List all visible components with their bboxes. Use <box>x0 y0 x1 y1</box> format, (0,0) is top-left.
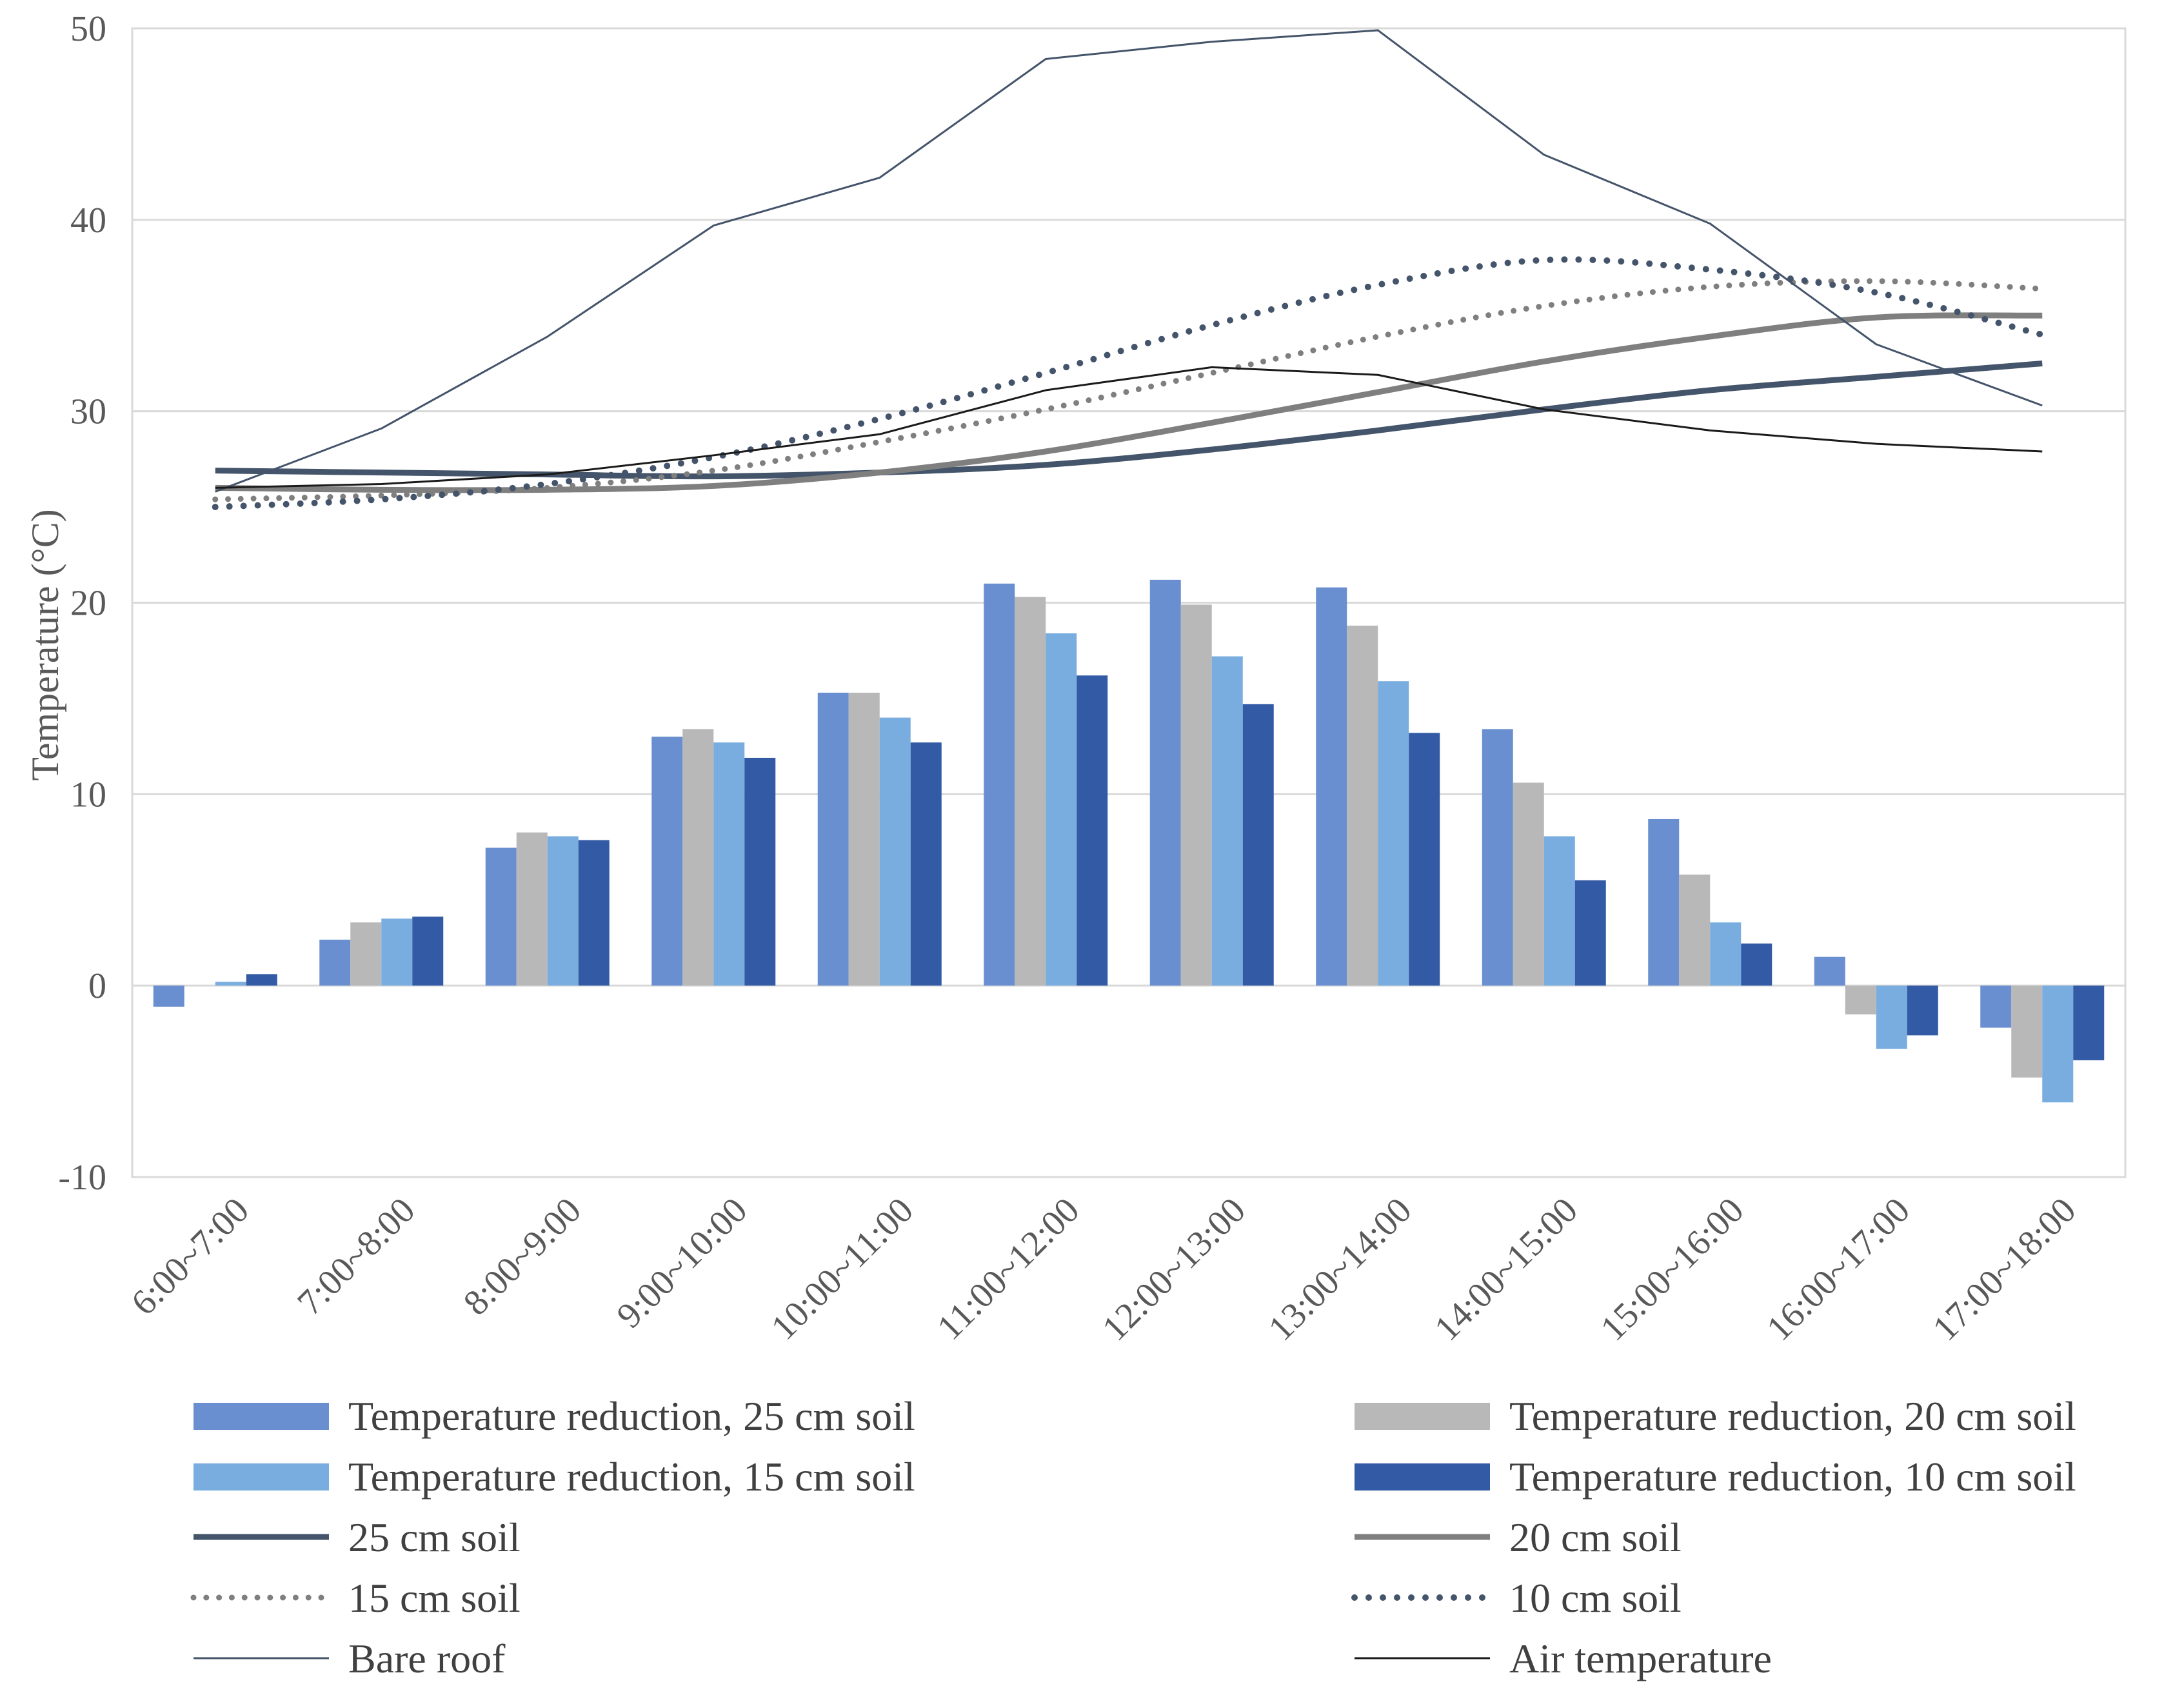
bar-temperature-reduction-15-cm-soil <box>1211 656 1243 986</box>
bar-temperature-reduction-10-cm-soil <box>1242 704 1274 986</box>
y-tick-label: 0 <box>88 966 106 1006</box>
bar-temperature-reduction-20-cm-soil <box>1347 626 1378 986</box>
bar-temperature-reduction-15-cm-soil <box>1046 633 1077 986</box>
legend-swatch-temperature-reduction-20-cm-soil <box>1355 1403 1490 1430</box>
y-axis-ticks: -10 0 10 20 30 40 50 <box>58 9 106 1198</box>
legend-label-air-temperature: Air temperature <box>1509 1636 1772 1681</box>
bar-temperature-reduction-20-cm-soil <box>848 693 880 986</box>
line-25-cm-soil <box>215 360 2043 480</box>
bar-temperature-reduction-25-cm-soil <box>319 939 351 986</box>
bar-temperature-reduction-10-cm-soil <box>246 974 277 986</box>
legend-label-20-cm-soil: 20 cm soil <box>1509 1514 1682 1560</box>
y-tick-label: 10 <box>70 775 106 815</box>
bar-temperature-reduction-25-cm-soil <box>1980 986 2012 1028</box>
bar-temperature-reduction-25-cm-soil <box>1316 587 1347 986</box>
bar-temperature-reduction-20-cm-soil <box>350 922 382 986</box>
bar-temperature-reduction-20-cm-soil <box>1180 604 1212 986</box>
bar-temperature-reduction-15-cm-soil <box>1876 986 1907 1049</box>
bar-temperature-reduction-10-cm-soil <box>1907 986 1938 1036</box>
legend-label-bare-roof: Bare roof <box>348 1636 506 1681</box>
line-air-temperature <box>215 366 2043 489</box>
bar-temperature-reduction-15-cm-soil <box>1544 836 1575 986</box>
y-tick-label: 20 <box>70 584 106 624</box>
legend-swatch-temperature-reduction-15-cm-soil <box>194 1463 329 1491</box>
legend-label-temperature-reduction-15-cm-soil: Temperature reduction, 15 cm soil <box>348 1454 915 1500</box>
line-10-cm-soil <box>212 256 2046 511</box>
bar-series-group <box>153 579 2105 1103</box>
bar-temperature-reduction-25-cm-soil <box>651 737 683 986</box>
bar-temperature-reduction-10-cm-soil <box>2073 986 2105 1060</box>
bar-temperature-reduction-25-cm-soil <box>984 583 1015 986</box>
bar-temperature-reduction-10-cm-soil <box>744 757 776 986</box>
legend-label-temperature-reduction-10-cm-soil: Temperature reduction, 10 cm soil <box>1509 1454 2076 1500</box>
bar-temperature-reduction-25-cm-soil <box>1648 818 1680 986</box>
bar-temperature-reduction-25-cm-soil <box>1149 579 1181 986</box>
bar-temperature-reduction-20-cm-soil <box>1015 597 1046 986</box>
bar-temperature-reduction-15-cm-soil <box>1710 922 1742 986</box>
bar-temperature-reduction-20-cm-soil <box>1845 986 1876 1015</box>
bar-temperature-reduction-15-cm-soil <box>215 982 246 986</box>
line-15-cm-soil <box>212 278 2045 502</box>
bar-temperature-reduction-15-cm-soil <box>381 918 413 986</box>
y-tick-label: 30 <box>70 392 106 432</box>
bar-temperature-reduction-25-cm-soil <box>1482 729 1513 986</box>
bar-temperature-reduction-15-cm-soil <box>2042 986 2074 1103</box>
legend-label-15-cm-soil: 15 cm soil <box>348 1575 521 1621</box>
bar-temperature-reduction-10-cm-soil <box>910 742 942 986</box>
bar-temperature-reduction-15-cm-soil <box>547 836 579 986</box>
y-tick-label: -10 <box>58 1158 106 1198</box>
bar-temperature-reduction-15-cm-soil <box>1378 681 1409 986</box>
legend-label-25-cm-soil: 25 cm soil <box>348 1514 521 1560</box>
line-bare-roof <box>215 29 2043 493</box>
bar-temperature-reduction-10-cm-soil <box>578 840 610 986</box>
y-tick-label: 50 <box>70 9 106 49</box>
bar-temperature-reduction-25-cm-soil <box>1814 956 1845 986</box>
legend: Temperature reduction, 25 cm soil Tempera… <box>190 1393 2076 1681</box>
bar-temperature-reduction-10-cm-soil <box>1741 943 1772 986</box>
legend-label-temperature-reduction-25-cm-soil: Temperature reduction, 25 cm soil <box>348 1393 915 1439</box>
bar-temperature-reduction-20-cm-soil <box>1679 875 1711 986</box>
bar-temperature-reduction-25-cm-soil <box>485 847 517 986</box>
y-axis-label: Temperature (°C) <box>24 509 66 780</box>
bar-temperature-reduction-20-cm-soil <box>1513 782 1544 986</box>
line-series-group <box>212 29 2046 511</box>
line-20-cm-soil <box>215 312 2043 493</box>
bar-temperature-reduction-20-cm-soil <box>2011 986 2043 1078</box>
legend-swatch-temperature-reduction-10-cm-soil <box>1355 1463 1490 1491</box>
y-tick-label: 40 <box>70 201 106 241</box>
bar-temperature-reduction-10-cm-soil <box>412 916 444 986</box>
gridlines <box>132 27 2125 987</box>
legend-label-10-cm-soil: 10 cm soil <box>1509 1575 1682 1621</box>
bar-temperature-reduction-15-cm-soil <box>713 742 745 986</box>
bar-temperature-reduction-15-cm-soil <box>879 717 911 986</box>
bar-temperature-reduction-25-cm-soil <box>817 693 849 986</box>
bar-temperature-reduction-10-cm-soil <box>1574 880 1606 986</box>
bar-temperature-reduction-20-cm-soil <box>516 832 548 986</box>
bar-temperature-reduction-20-cm-soil <box>682 729 714 986</box>
bar-temperature-reduction-10-cm-soil <box>1077 675 1108 986</box>
legend-swatch-temperature-reduction-25-cm-soil <box>194 1403 329 1430</box>
legend-label-temperature-reduction-20-cm-soil: Temperature reduction, 20 cm soil <box>1509 1393 2076 1439</box>
bar-temperature-reduction-25-cm-soil <box>153 986 184 1007</box>
bar-temperature-reduction-10-cm-soil <box>1409 733 1440 986</box>
